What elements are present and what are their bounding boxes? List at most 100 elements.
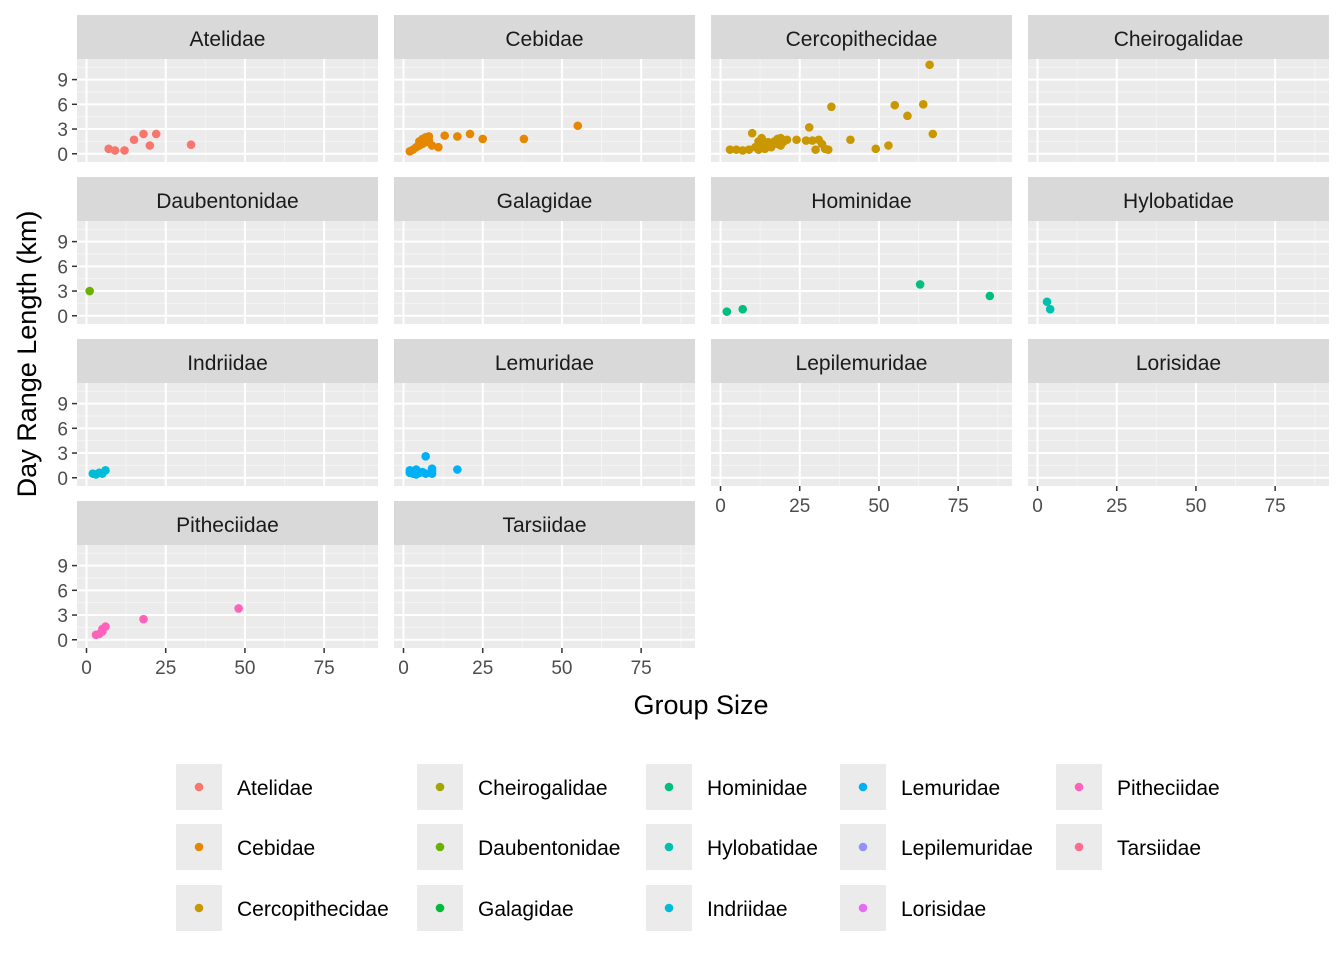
legend-item-daubentonidae: Daubentonidae: [417, 824, 620, 870]
legend-item-tarsiidae: Tarsiidae: [1056, 824, 1201, 870]
y-tick-label: 0: [57, 631, 68, 652]
data-point: [808, 136, 817, 145]
x-tick-label: 0: [1032, 496, 1043, 517]
data-point: [903, 111, 912, 121]
data-point: [139, 614, 148, 624]
legend-key-point: [664, 903, 674, 913]
data-point: [757, 133, 766, 143]
legend-key-point: [858, 842, 868, 852]
facet-lepilemuridae-panel: Lepilemuridae: [711, 339, 1012, 486]
facet-cebidae-plot-background: [394, 59, 695, 162]
data-point: [732, 145, 741, 154]
legend-key-point: [1074, 782, 1084, 792]
facet-cebidae-gridlines: [394, 59, 695, 162]
facet-daubentonidae-points: [85, 286, 94, 296]
facet-lemuridae-gridlines: [394, 383, 695, 486]
facet-galagidae-gridlines: [394, 221, 695, 324]
legend-label: Lepilemuridae: [901, 837, 1033, 860]
data-point: [85, 286, 94, 296]
y-tick-label: 6: [57, 419, 68, 440]
x-tick-label: 0: [715, 496, 726, 517]
legend-key-point: [664, 842, 674, 852]
data-point: [918, 100, 928, 109]
legend-item-cebidae: Cebidae: [176, 824, 315, 870]
legend-item-atelidae: Atelidae: [176, 764, 313, 810]
legend-key-point: [194, 903, 204, 913]
data-point: [738, 146, 747, 155]
facet-cheirogalidae-strip-label: Cheirogalidae: [1114, 28, 1244, 51]
data-point: [804, 123, 814, 132]
data-point: [101, 622, 110, 631]
facet-tarsiidae-strip-label: Tarsiidae: [502, 514, 586, 537]
data-point: [129, 135, 139, 145]
data-point: [440, 131, 449, 140]
facet-hominidae-gridlines: [711, 221, 1012, 324]
y-tick-label: 3: [57, 282, 68, 303]
facet-cercopithecidae-gridlines: [711, 59, 1012, 162]
facet-cheirogalidae-plot-background: [1028, 59, 1329, 162]
facet-lemuridae-plot-background: [394, 383, 695, 486]
facet-cercopithecidae-strip: [711, 15, 1012, 59]
facet-lemuridae-panel: Lemuridae: [394, 339, 695, 486]
y-axis-title: Day Range Length (km): [12, 211, 42, 498]
x-tick-label: 25: [472, 658, 493, 679]
data-point: [434, 142, 443, 152]
data-point: [421, 452, 430, 461]
x-tick-label: 25: [1106, 496, 1127, 517]
data-point: [801, 136, 811, 145]
legend: Atelidae Cebidae Cercopithecidae Cheirogali…: [176, 764, 1220, 931]
legend-key-point: [435, 903, 445, 913]
legend-key-point: [194, 842, 204, 852]
legend-label: Hominidae: [707, 777, 807, 800]
legend-item-cercopithecidae: Cercopithecidae: [176, 885, 389, 931]
facet-hylobatidae-gridlines: [1028, 221, 1329, 324]
facet-lemuridae-points: [405, 452, 462, 479]
facet-cebidae-strip: [394, 15, 695, 59]
y-tick-label: 3: [57, 120, 68, 141]
facet-hominidae-points: [722, 280, 995, 316]
legend-item-hominidae: Hominidae: [646, 764, 807, 810]
facet-lepilemuridae-strip-label: Lepilemuridae: [796, 352, 928, 375]
x-tick-label: 25: [789, 496, 810, 517]
data-point: [985, 291, 995, 301]
facet-hylobatidae-strip-label: Hylobatidae: [1123, 190, 1234, 213]
facet-galagidae-strip: [394, 177, 695, 221]
facet-daubentonidae-gridlines: [77, 221, 378, 324]
x-tick-label: 50: [1185, 496, 1206, 517]
legend-item-cheirogalidae: Cheirogalidae: [417, 764, 608, 810]
facet-cebidae-strip-label: Cebidae: [505, 28, 583, 51]
data-point: [186, 140, 196, 149]
facet-lemuridae-strip-label: Lemuridae: [495, 352, 594, 375]
y-tick-label: 3: [57, 606, 68, 627]
facet-indriidae-gridlines: [77, 383, 378, 486]
data-point: [925, 60, 934, 70]
facet-lepilemuridae-plot-background: [711, 383, 1012, 486]
x-tick-label: 0: [398, 658, 409, 679]
facet-lorisidae-gridlines: [1028, 383, 1329, 486]
data-point: [738, 304, 747, 314]
facet-panels: Atelidae Cebidae Cercopithecidae Cheirogali…: [77, 15, 1329, 648]
facet-lorisidae-panel: Lorisidae: [1028, 339, 1329, 486]
legend-label: Atelidae: [237, 777, 313, 800]
legend-label: Pitheciidae: [1117, 777, 1220, 800]
legend-item-lemuridae: Lemuridae: [840, 764, 1000, 810]
legend-label: Tarsiidae: [1117, 837, 1201, 860]
facet-indriidae-plot-background: [77, 383, 378, 486]
legend-item-indriidae: Indriidae: [646, 885, 788, 931]
data-point: [823, 145, 833, 154]
facet-tarsiidae-strip: [394, 501, 695, 545]
facet-cebidae-points: [405, 121, 583, 156]
facet-pitheciidae-gridlines: [77, 545, 378, 648]
facet-atelidae-panel: Atelidae: [77, 15, 378, 162]
data-point: [722, 307, 732, 316]
facet-lorisidae-plot-background: [1028, 383, 1329, 486]
facet-tarsiidae-panel: Tarsiidae: [394, 501, 695, 648]
facet-hylobatidae-points: [1042, 297, 1055, 314]
facet-galagidae-panel: Galagidae: [394, 177, 695, 324]
facet-pitheciidae-plot-background: [77, 545, 378, 648]
facet-lorisidae-strip-label: Lorisidae: [1136, 352, 1221, 375]
facet-daubentonidae-panel: Daubentonidae: [77, 177, 378, 324]
y-tick-label: 9: [57, 395, 68, 416]
facet-cercopithecidae-panel: Cercopithecidae: [711, 15, 1012, 162]
facet-pitheciidae-strip: [77, 501, 378, 545]
